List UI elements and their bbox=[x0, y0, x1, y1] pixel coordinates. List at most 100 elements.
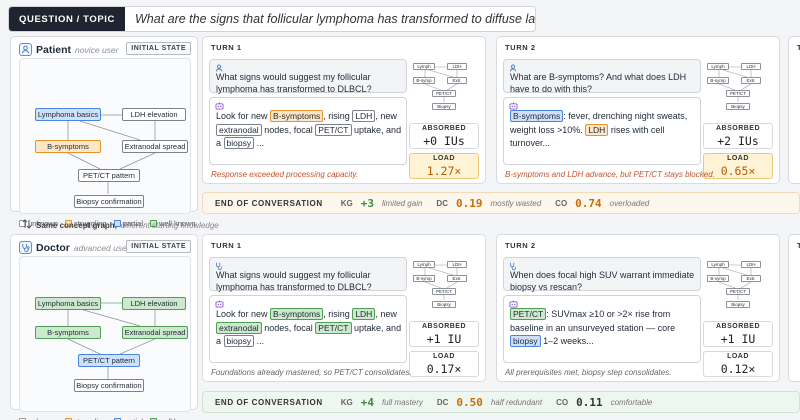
user-message: When does focal high SUV warrant immedia… bbox=[503, 257, 701, 292]
mini-node-lymph: Lymph bbox=[707, 63, 729, 70]
concept-tag-ldh: LDH bbox=[352, 308, 376, 320]
eoc-title: END OF CONVERSATION bbox=[215, 397, 323, 407]
mini-node-lymph: Lymph bbox=[707, 261, 729, 268]
text-span: Look for new bbox=[216, 309, 268, 319]
graph-legend: unknown struggling partial well known bbox=[19, 219, 196, 228]
doctor-card: Doctor advanced user INITIAL STATE Lymph… bbox=[10, 234, 198, 420]
absorbed-value: +1 IU bbox=[720, 331, 756, 346]
patient-turn-2: TURN 2 What are B-symptoms? And what doe… bbox=[496, 36, 780, 184]
user-message: What are B-symptoms? And what does LDH h… bbox=[503, 59, 701, 94]
mini-graph: Lymph LDH B-symp Extr. PET/CT Biopsy bbox=[411, 57, 477, 117]
text-span: : fever, drenching night sweats, weight … bbox=[510, 111, 688, 135]
text-span: 1–2 weeks... bbox=[543, 336, 594, 346]
turn-note: Response exceeded processing capacity. bbox=[211, 170, 359, 179]
graph-edges bbox=[67, 114, 156, 194]
load-label: LOAD bbox=[727, 352, 749, 360]
node-lymphoma-basics: Lymphoma basics bbox=[35, 297, 101, 310]
question-text: What are the signs that follicular lymph… bbox=[135, 12, 536, 26]
absorbed-label: ABSORBED bbox=[421, 322, 467, 330]
graph-edges bbox=[67, 302, 156, 379]
absorbed-metric: ABSORBED +0 IUs bbox=[409, 123, 479, 149]
mini-node-pet: PET/CT bbox=[432, 288, 456, 295]
mini-node-extr: Extr. bbox=[741, 275, 761, 282]
concept-tag-b-symptoms: B-symptoms bbox=[270, 110, 324, 122]
patient-turn-3-partial: T bbox=[788, 36, 800, 184]
mini-node-extr: Extr. bbox=[741, 77, 761, 84]
mini-node-lymph: Lymph bbox=[413, 63, 435, 70]
patient-end-of-conversation: END OF CONVERSATION KG +3 limited gain D… bbox=[202, 192, 800, 214]
assistant-icon bbox=[509, 101, 518, 115]
concept-tag-pet-ct: PET/CT bbox=[315, 123, 352, 136]
mini-graph: Lymph LDH B-symp Extr. PET/CT Biopsy bbox=[411, 255, 477, 315]
text-span: , new bbox=[375, 309, 397, 319]
patient-card: Patient novice user INITIAL STATE Lympho… bbox=[10, 36, 198, 228]
eoc-title: END OF CONVERSATION bbox=[215, 198, 323, 208]
turn-note: All prerequisites met, biopsy step conso… bbox=[505, 368, 672, 377]
turn-note: B-symptoms and LDH advance, but PET/CT s… bbox=[505, 170, 715, 179]
absorbed-label: ABSORBED bbox=[715, 124, 761, 132]
question-bar: QUESTION / TOPIC What are the signs that… bbox=[8, 6, 536, 32]
assistant-message-text: B-symptoms: fever, drenching night sweat… bbox=[510, 110, 698, 151]
concept-tag-pet-ct: PET/CT bbox=[510, 308, 547, 320]
text-span: , rising bbox=[323, 111, 350, 121]
concept-tag-biopsy: biopsy bbox=[223, 335, 255, 347]
mini-graph: Lymph LDH B-symp Extr. PET/CT Biopsy bbox=[705, 57, 771, 117]
co-value: 0.11 bbox=[576, 395, 603, 409]
node-ldh-elevation: LDH elevation bbox=[122, 297, 186, 310]
concept-tag-biopsy: biopsy bbox=[510, 335, 541, 347]
node-biopsy-confirmation: Biopsy confirmation bbox=[74, 379, 144, 392]
concept-tag-pet-ct: PET/CT bbox=[315, 321, 352, 334]
dc-value: 0.50 bbox=[456, 395, 483, 409]
mini-graph-edges bbox=[424, 66, 458, 102]
same-graph-italic: different starting knowledge bbox=[120, 220, 219, 230]
node-ldh-elevation: LDH elevation bbox=[122, 108, 186, 121]
load-metric: LOAD 0.65× bbox=[703, 153, 773, 179]
co-label: CO bbox=[556, 397, 569, 407]
concept-tag-extranodal: extranodal bbox=[216, 321, 262, 334]
mini-node-ldh: LDH bbox=[447, 63, 467, 70]
turn-label: TURN 1 bbox=[211, 241, 242, 250]
node-b-symptoms: B-symptoms bbox=[35, 140, 101, 153]
node-pet-ct-pattern: PET/CT pattern bbox=[78, 354, 140, 367]
legend-struggling: struggling bbox=[74, 219, 107, 228]
text-span: Look for new bbox=[216, 111, 268, 121]
text-span: , new bbox=[375, 111, 397, 121]
co-value: 0.74 bbox=[575, 196, 602, 210]
mini-node-biopsy: Biopsy bbox=[432, 301, 456, 308]
load-value: 0.65× bbox=[720, 163, 756, 178]
swap-arrows-icon bbox=[22, 219, 32, 231]
kg-desc: full mastery bbox=[381, 397, 423, 407]
absorbed-value: +0 IUs bbox=[423, 133, 465, 148]
user-message-text: What are B-symptoms? And what does LDH h… bbox=[510, 72, 687, 94]
legend-well-known: well known bbox=[159, 219, 196, 228]
legend-unknown: unknown bbox=[28, 219, 59, 228]
kg-value: +3 bbox=[360, 196, 374, 210]
node-extranodal-spread: Extranodal spread bbox=[122, 326, 188, 339]
co-desc: comfortable bbox=[610, 397, 653, 407]
mini-node-extr: Extr. bbox=[447, 77, 467, 84]
assistant-icon bbox=[509, 299, 518, 313]
stethoscope-icon bbox=[215, 261, 223, 273]
absorbed-value: +2 IUs bbox=[717, 133, 759, 148]
user-icon bbox=[509, 63, 517, 75]
absorbed-label: ABSORBED bbox=[421, 124, 467, 132]
legend-struggling: struggling bbox=[74, 417, 107, 420]
absorbed-label: ABSORBED bbox=[715, 322, 761, 330]
doctor-turn-2: TURN 2 When does focal high SUV warrant … bbox=[496, 234, 780, 382]
mini-node-extr: Extr. bbox=[447, 275, 467, 282]
mini-node-ldh: LDH bbox=[741, 261, 761, 268]
stethoscope-icon bbox=[19, 241, 32, 254]
assistant-message: Look for new B-symptoms, rising LDH, new… bbox=[209, 295, 407, 363]
text-span: ... bbox=[256, 138, 265, 148]
doctor-turn-1: TURN 1 What signs would suggest my folli… bbox=[202, 234, 486, 382]
mini-node-bsymp: B-symp bbox=[413, 275, 435, 282]
text-span: uptake, and a bbox=[216, 322, 402, 347]
assistant-message-text: Look for new B-symptoms, rising LDH, new… bbox=[216, 308, 404, 349]
load-metric: LOAD 0.12× bbox=[703, 351, 773, 377]
legend-unknown: unknown bbox=[28, 417, 58, 420]
mini-graph: Lymph LDH B-symp Extr. PET/CT Biopsy bbox=[705, 255, 771, 315]
legend-struggling-swatch bbox=[65, 418, 73, 420]
concept-tag-biopsy: biopsy bbox=[223, 137, 255, 149]
mini-graph-edges bbox=[424, 264, 458, 300]
text-span: , rising bbox=[323, 309, 350, 319]
